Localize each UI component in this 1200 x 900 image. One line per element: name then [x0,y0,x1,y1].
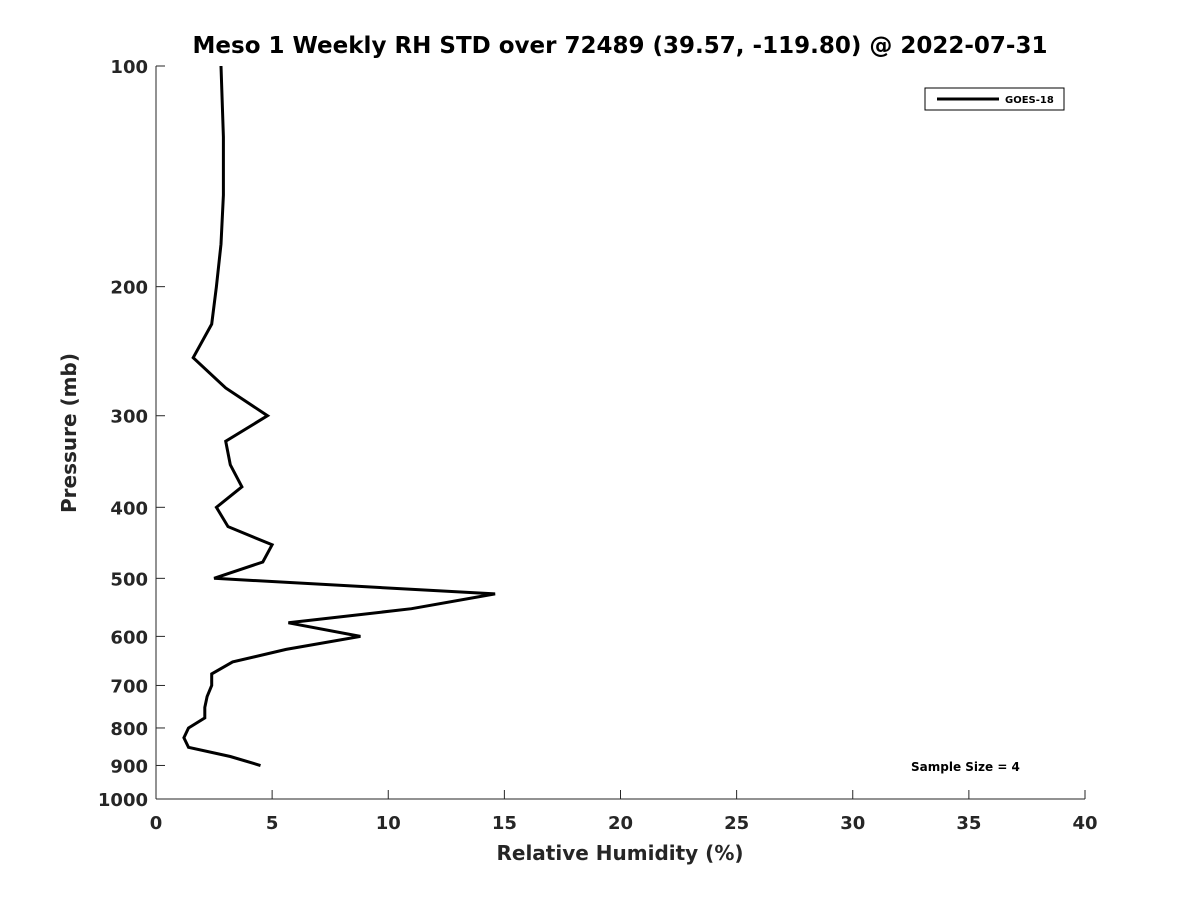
x-tick-label: 15 [492,813,517,834]
y-tick-label: 800 [110,719,148,740]
y-tick-label: 1000 [98,790,148,811]
x-axis-label: Relative Humidity (%) [496,841,743,865]
chart-title: Meso 1 Weekly RH STD over 72489 (39.57, … [193,33,1048,59]
plot-area: 0 5 10 15 20 25 30 35 40 100 200 300 400 500 600 700 80… [98,57,1098,834]
x-tick-label: 0 [150,813,163,834]
y-tick-label: 400 [110,498,148,519]
x-tick-label: 35 [956,813,981,834]
x-tick-label: 30 [840,813,865,834]
x-tick-label: 40 [1072,813,1097,834]
y-axis-label: Pressure (mb) [57,353,81,513]
y-tick-label: 100 [110,57,148,78]
y-tick-label: 600 [110,627,148,648]
y-tick-label: 900 [110,756,148,777]
legend: GOES-18 [924,87,1065,111]
x-tick-label: 20 [608,813,633,834]
legend-label-goes-18: GOES-18 [1005,95,1054,106]
series-line-goes-18 [182,65,496,767]
x-tick-label: 5 [266,813,279,834]
y-axis-ticks: 100 200 300 400 500 600 700 800 900 1000 [98,57,165,811]
series-layer [182,65,496,767]
y-tick-label: 500 [110,569,148,590]
y-tick-label: 300 [110,407,148,428]
y-tick-label: 200 [110,278,148,299]
x-axis-ticks: 0 5 10 15 20 25 30 35 40 [150,790,1098,834]
x-tick-label: 10 [376,813,401,834]
y-tick-label: 700 [110,676,148,697]
sample-size-annotation: Sample Size = 4 [911,760,1020,774]
x-tick-label: 25 [724,813,749,834]
